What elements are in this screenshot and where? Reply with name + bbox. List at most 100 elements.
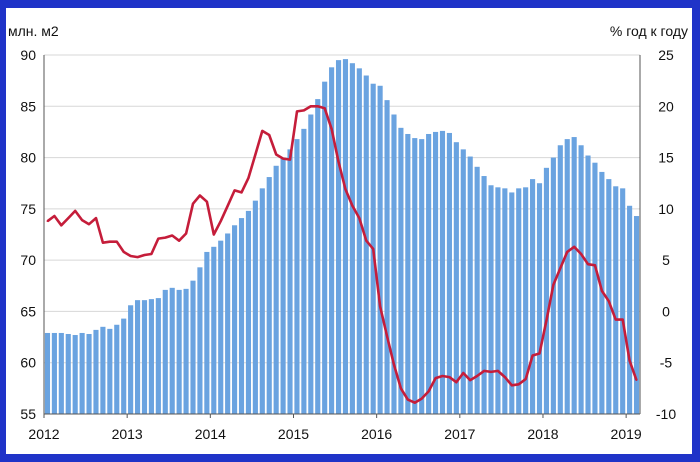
bar bbox=[606, 179, 612, 414]
line-point bbox=[205, 200, 208, 203]
bar bbox=[252, 200, 258, 414]
right-tick-label: -5 bbox=[660, 355, 673, 371]
bar bbox=[585, 155, 591, 414]
bar bbox=[169, 287, 175, 414]
line-point bbox=[400, 387, 402, 390]
line-point bbox=[219, 220, 222, 223]
bar bbox=[58, 332, 64, 414]
x-tick-label: 2015 bbox=[278, 426, 309, 442]
bar bbox=[232, 225, 238, 414]
bar bbox=[543, 167, 550, 414]
bar bbox=[190, 280, 196, 414]
line-point bbox=[95, 217, 97, 219]
bar bbox=[141, 300, 148, 414]
line-point bbox=[171, 234, 174, 237]
bar bbox=[280, 157, 286, 415]
bar bbox=[426, 133, 432, 414]
x-tick-label: 2014 bbox=[195, 426, 226, 442]
line-point bbox=[178, 239, 181, 242]
line-point bbox=[261, 130, 264, 132]
line-point bbox=[192, 202, 194, 205]
line-point bbox=[46, 220, 49, 223]
bar bbox=[308, 114, 314, 415]
line-point bbox=[129, 255, 132, 257]
right-tick-label: 25 bbox=[658, 47, 674, 63]
bar bbox=[176, 289, 182, 414]
line-point bbox=[635, 379, 638, 382]
bar bbox=[273, 165, 279, 414]
line-point bbox=[476, 375, 479, 377]
x-tick-label: 2019 bbox=[611, 426, 642, 442]
bar bbox=[245, 210, 252, 414]
line-point bbox=[503, 376, 506, 378]
left-tick-label: 75 bbox=[20, 201, 36, 217]
left-tick-label: 85 bbox=[20, 98, 36, 114]
line-point bbox=[448, 376, 451, 378]
gridlines bbox=[44, 54, 640, 415]
tick-labels: 55 60 65 70 75 80 85 90 -10 -5 0 5 10 15 20 25 2012 2013 2… bbox=[20, 47, 676, 442]
line-point bbox=[157, 237, 160, 240]
line-point bbox=[275, 153, 278, 156]
bar bbox=[204, 251, 210, 414]
bar bbox=[86, 333, 92, 414]
line-point bbox=[233, 189, 236, 192]
axes bbox=[43, 55, 641, 418]
line-point bbox=[226, 204, 229, 207]
line-point bbox=[379, 305, 382, 308]
bar bbox=[65, 333, 71, 414]
right-tick-label: -10 bbox=[656, 406, 676, 422]
line-point bbox=[434, 377, 437, 379]
line-point bbox=[413, 401, 416, 404]
line-point bbox=[102, 241, 104, 244]
left-tick-label: 55 bbox=[20, 406, 36, 422]
right-axis-label: % год к году bbox=[610, 23, 688, 39]
bar bbox=[377, 85, 383, 415]
line-point bbox=[344, 188, 347, 191]
bar bbox=[315, 99, 321, 414]
right-tick-label: 15 bbox=[658, 150, 674, 166]
bar bbox=[571, 137, 577, 415]
bar bbox=[419, 139, 425, 414]
line-point bbox=[53, 215, 56, 217]
bar bbox=[148, 299, 154, 414]
bar bbox=[384, 100, 390, 414]
bar bbox=[391, 114, 397, 415]
line-point bbox=[330, 127, 333, 130]
line-point bbox=[552, 283, 555, 286]
right-tick-label: 5 bbox=[662, 252, 670, 268]
line-point bbox=[441, 375, 444, 377]
bar bbox=[530, 179, 536, 414]
bar bbox=[578, 145, 584, 414]
bar bbox=[523, 187, 529, 414]
left-tick-label: 60 bbox=[20, 355, 36, 371]
bar bbox=[349, 63, 355, 414]
bar bbox=[128, 305, 134, 414]
left-tick-label: 70 bbox=[20, 252, 36, 268]
bar bbox=[107, 328, 113, 414]
bar bbox=[51, 332, 57, 414]
line-series bbox=[46, 105, 638, 405]
bar bbox=[467, 156, 473, 414]
line-point bbox=[240, 191, 243, 194]
line-point bbox=[469, 379, 472, 382]
bar-series bbox=[44, 59, 640, 415]
x-tick-label: 2018 bbox=[527, 426, 558, 442]
line-point bbox=[74, 210, 77, 212]
line-point bbox=[462, 372, 465, 374]
left-tick-label: 90 bbox=[20, 47, 36, 63]
bar bbox=[439, 130, 446, 414]
line-point bbox=[268, 134, 271, 136]
bar bbox=[405, 133, 411, 414]
bar bbox=[481, 176, 487, 414]
line-point bbox=[247, 177, 250, 179]
bar bbox=[238, 218, 245, 414]
line-point bbox=[559, 267, 562, 270]
line-point bbox=[316, 105, 319, 108]
bar bbox=[516, 188, 522, 414]
line-point bbox=[115, 240, 118, 243]
line-point bbox=[420, 397, 423, 400]
bar bbox=[412, 138, 418, 414]
line-point bbox=[143, 254, 146, 256]
line-point bbox=[282, 157, 284, 160]
bar bbox=[121, 318, 127, 414]
